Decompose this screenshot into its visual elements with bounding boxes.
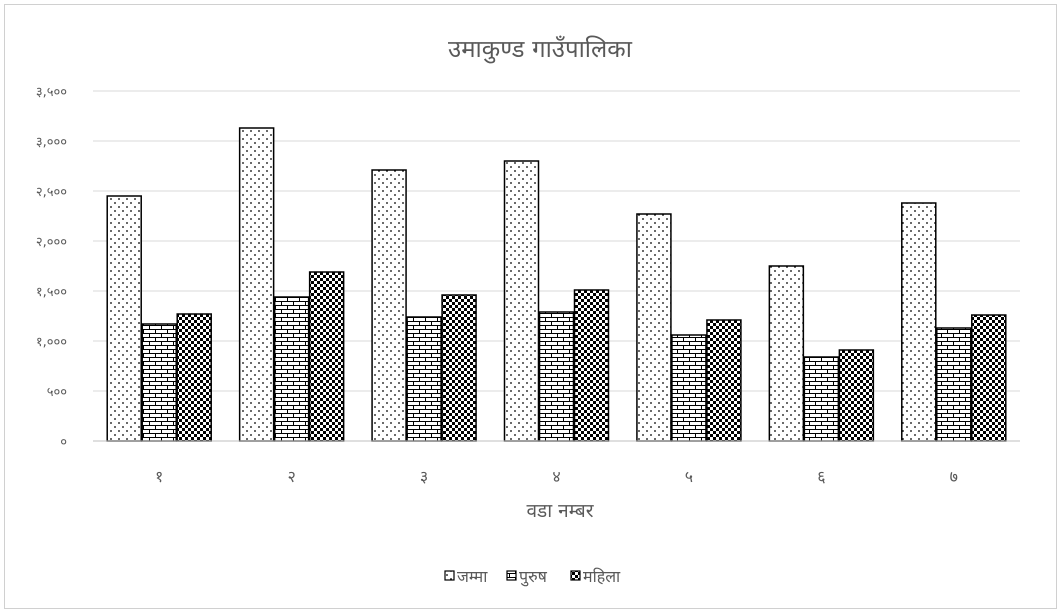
x-axis-title: वडा नम्बर <box>526 500 594 522</box>
x-tick-label: २ <box>287 467 295 486</box>
x-tick-label: ३ <box>420 467 428 486</box>
legend-swatch-bricks <box>506 570 517 581</box>
bar-checker <box>308 271 345 442</box>
x-axis-ticks: १ २ ३ ४ ५ ६ ७ <box>155 467 958 486</box>
y-tick-label: ३,००० <box>36 135 67 150</box>
bar-bricks <box>936 327 972 442</box>
bar-checker <box>441 294 477 442</box>
chart-frame: उमाकुण्ड गाउँपालिका ० ५०० १,००० १,५०० २,००० २… <box>4 4 1057 609</box>
bar-dots <box>371 169 407 442</box>
y-tick-label: २,००० <box>36 235 67 250</box>
bar-checker <box>176 313 212 442</box>
bar-dots <box>238 127 275 442</box>
y-tick-label: ५०० <box>47 385 67 400</box>
bar-checker <box>706 319 742 442</box>
bar-bricks <box>803 356 840 442</box>
bar-checker <box>838 349 875 442</box>
y-tick-label: २,५०० <box>36 185 67 200</box>
bar-bricks <box>273 296 310 442</box>
legend: जम्मा पुरुष महिला <box>444 567 621 587</box>
bar-dots <box>503 160 540 442</box>
legend-label: जम्मा <box>457 567 488 586</box>
bar-dots <box>636 213 672 442</box>
x-tick-label: १ <box>155 467 163 486</box>
chart-title: उमाकुण्ड गाउँपालिका <box>448 35 633 64</box>
bar-bricks <box>671 334 707 442</box>
bar-checker <box>971 314 1007 442</box>
y-tick-label: १,५०० <box>36 285 67 300</box>
y-axis-ticks: ० ५०० १,००० १,५०० २,००० २,५०० ३,००० ३,५०० <box>36 85 67 450</box>
x-tick-label: ७ <box>950 467 958 486</box>
bar-dots <box>768 265 805 442</box>
bar-dots <box>901 202 937 442</box>
x-tick-label: ६ <box>817 467 825 486</box>
bar-dots <box>106 195 142 442</box>
x-tick-label: ५ <box>685 467 693 486</box>
legend-label: महिला <box>583 567 621 586</box>
y-tick-label: ३,५०० <box>36 85 67 100</box>
bar-bricks <box>538 311 575 442</box>
legend-swatch-dots <box>444 570 455 581</box>
chart: उमाकुण्ड गाउँपालिका ० ५०० १,००० १,५०० २,००० २… <box>36 35 1020 587</box>
legend-label: पुरुष <box>519 567 548 587</box>
legend-swatch-checker <box>570 570 581 581</box>
bar-checker <box>573 289 610 442</box>
y-tick-label: ० <box>60 435 67 450</box>
bar-bricks <box>406 316 442 442</box>
x-tick-label: ४ <box>552 467 560 486</box>
y-tick-label: १,००० <box>36 335 67 350</box>
bar-bricks <box>141 323 177 442</box>
bars <box>106 127 1007 442</box>
